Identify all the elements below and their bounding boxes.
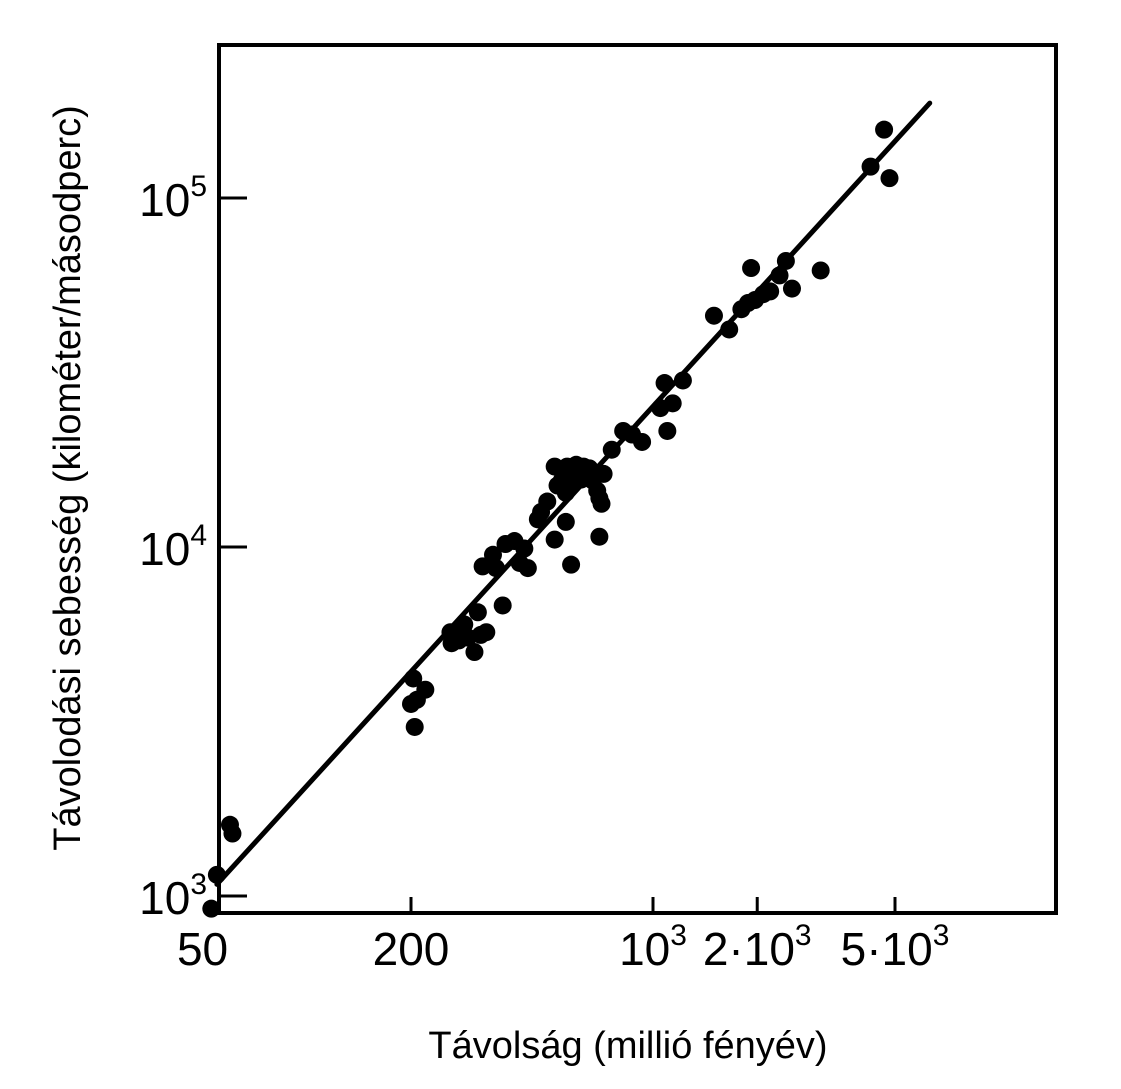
data-point-1 <box>207 865 226 884</box>
data-point-49 <box>556 512 575 531</box>
x-tick-label-1: 200 <box>373 923 450 975</box>
data-point-61 <box>673 371 692 390</box>
x-tick-label-2: 103 <box>619 919 687 975</box>
data-point-18 <box>477 623 496 642</box>
data-point-63 <box>720 320 739 339</box>
data-point-47 <box>592 494 611 513</box>
plot-frame <box>217 43 1058 915</box>
data-point-6 <box>405 717 424 736</box>
data-point-26 <box>518 559 537 578</box>
axis-ticks <box>219 196 897 913</box>
data-point-48 <box>545 530 564 549</box>
data-point-60 <box>663 394 682 413</box>
data-point-62 <box>704 306 723 325</box>
data-point-70 <box>770 266 789 285</box>
x-tick-label-0: 50 <box>177 923 228 975</box>
data-points <box>202 120 899 918</box>
data-point-73 <box>811 261 830 280</box>
data-point-29 <box>538 492 557 511</box>
data-point-66 <box>742 259 761 278</box>
y-tick-label-0: 103 <box>139 868 207 924</box>
data-point-56 <box>633 432 652 451</box>
data-point-15 <box>468 603 487 622</box>
x-axis-label: Távolság (millió fényév) <box>428 1025 827 1067</box>
data-point-21 <box>493 596 512 615</box>
data-point-74 <box>861 157 880 176</box>
x-tick-label-3: 2·103 <box>703 919 812 975</box>
data-point-59 <box>658 421 677 440</box>
data-point-3 <box>223 824 242 843</box>
data-point-0 <box>202 899 221 918</box>
data-point-17 <box>473 557 492 576</box>
data-point-50 <box>562 555 581 574</box>
tick-labels: 50 200 103 2·103 5·103 103 104 105 <box>139 170 949 975</box>
data-point-76 <box>880 169 899 188</box>
data-point-69 <box>761 282 780 301</box>
data-point-75 <box>875 120 894 139</box>
data-point-5 <box>404 669 423 688</box>
data-point-20 <box>487 559 506 578</box>
data-point-71 <box>776 251 795 270</box>
y-tick-label-2: 105 <box>139 170 207 226</box>
data-point-52 <box>594 464 613 483</box>
data-point-14 <box>465 643 484 662</box>
y-tick-label-1: 104 <box>139 519 207 575</box>
data-point-72 <box>782 279 801 298</box>
data-point-53 <box>602 440 621 459</box>
data-point-58 <box>655 374 674 393</box>
data-point-51 <box>590 527 609 546</box>
data-point-25 <box>515 539 534 558</box>
x-tick-label-4: 5·103 <box>841 919 950 975</box>
data-point-8 <box>416 680 435 699</box>
y-axis-label: Távolodási sebesség (kilométer/másodperc… <box>47 105 89 851</box>
